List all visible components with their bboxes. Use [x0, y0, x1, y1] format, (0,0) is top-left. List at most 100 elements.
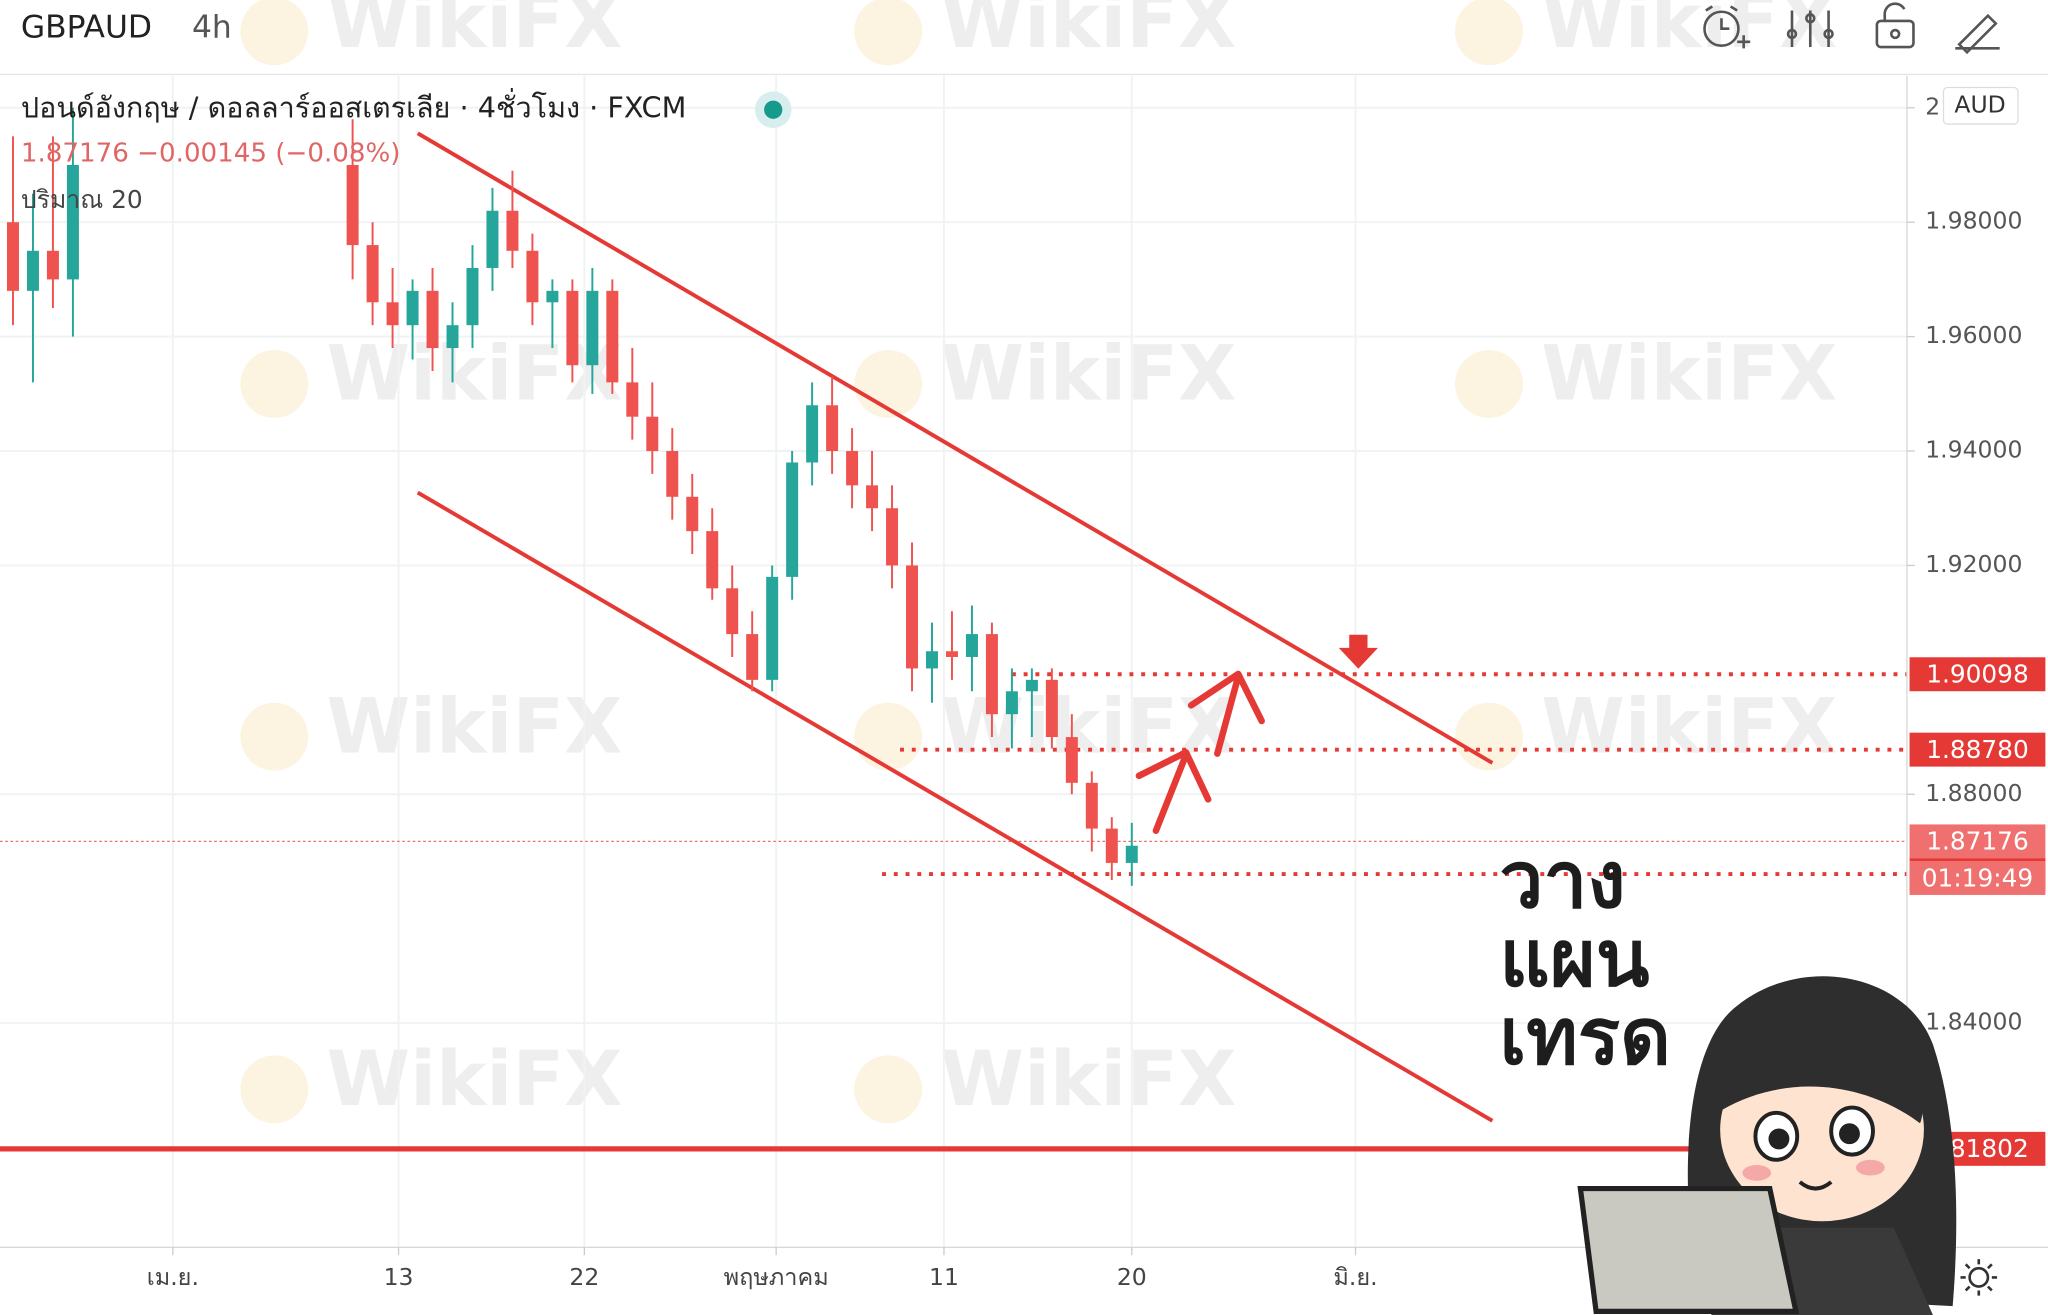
candle-body	[1085, 782, 1098, 829]
watermark-logo	[240, 702, 309, 771]
price-label-box	[1909, 824, 2046, 859]
candle-body	[1125, 845, 1138, 863]
watermark-logo	[854, 702, 923, 771]
candle-body	[965, 634, 978, 657]
candle-body	[46, 250, 59, 280]
price-label: 1.87176	[1926, 827, 2029, 856]
x-tick-label: 11	[929, 1263, 959, 1291]
candle-body	[426, 290, 439, 349]
symbol[interactable]: GBPAUD	[21, 10, 152, 46]
y-tick-label: 1.88000	[1925, 779, 2022, 807]
watermark: WikiFX	[1541, 330, 1837, 418]
watermark-logo	[854, 0, 923, 66]
candle-body	[1005, 691, 1018, 715]
price-label-box	[1909, 732, 2046, 767]
y-tick-label: 2	[1925, 92, 1940, 120]
y-tick-label: 1.98000	[1925, 207, 2022, 235]
annotation: เทรด	[1499, 992, 1670, 1083]
candle-body	[586, 290, 599, 366]
candle-body	[945, 651, 958, 657]
y-tick-label: 1.84000	[1925, 1008, 2022, 1036]
hand-arrows	[1135, 670, 1265, 834]
trendline	[416, 131, 1494, 765]
watermark: WikiFX	[940, 1035, 1236, 1123]
candle-body	[766, 576, 779, 680]
watermark: WikiFX	[327, 682, 623, 770]
settings-icon[interactable]	[1786, 10, 1834, 48]
candle-body	[446, 325, 459, 349]
candle-body	[826, 405, 839, 452]
candle-body	[406, 290, 419, 326]
price-label: 1.88780	[1926, 735, 2029, 764]
interval[interactable]: 4h	[192, 10, 232, 46]
watermarks: WikiFX WikiFX WikiFX WikiFX WikiFX WikiFX Wiki…	[240, 0, 1837, 1124]
arrow-up	[1135, 749, 1212, 834]
watermark-logo	[1455, 350, 1523, 418]
alert-arrow	[1338, 634, 1378, 669]
x-tick-label: 20	[1117, 1263, 1147, 1291]
candle-body	[806, 405, 819, 463]
candle-body	[1105, 828, 1118, 863]
candle-body	[546, 290, 559, 303]
volume-label: ปริมาณ 20	[21, 185, 143, 214]
x-tick-label: 22	[569, 1263, 599, 1291]
watermark: WikiFX	[940, 682, 1236, 770]
candle-body	[466, 267, 479, 326]
candle-body	[1045, 679, 1058, 738]
toolbar-icons	[1703, 2, 2000, 55]
price-label-box	[1909, 657, 2046, 692]
candle-body	[846, 451, 859, 486]
watermark: WikiFX	[940, 0, 1236, 65]
candle-body	[1025, 679, 1038, 692]
watermark: WikiFX	[940, 330, 1236, 418]
watermark-logo	[854, 1055, 923, 1124]
candle-body	[486, 210, 499, 268]
watermark-logo	[240, 1055, 309, 1124]
candle-body	[906, 565, 919, 669]
watermark: WikiFX	[327, 0, 623, 65]
plot	[0, 107, 1907, 1152]
x-tick-label: เม.ย.	[147, 1263, 199, 1291]
watermark-logo	[1455, 702, 1523, 771]
countdown: 01:19:49	[1922, 863, 2033, 892]
candle-body	[526, 250, 539, 303]
y-tick-label: 1.96000	[1925, 321, 2022, 349]
candle-body	[746, 634, 759, 680]
y-tick-label: 1.94000	[1925, 436, 2022, 464]
candle-body	[985, 634, 998, 715]
y-tick-label: 1.92000	[1925, 550, 2022, 578]
candle-body	[686, 496, 699, 532]
watermark: WikiFX	[327, 1035, 623, 1123]
countdown-box	[1909, 860, 2046, 895]
character	[1577, 976, 1957, 1315]
candle-body	[386, 302, 399, 326]
candle-body	[6, 222, 19, 291]
candle-body	[726, 588, 739, 635]
watermark-logo	[240, 0, 309, 66]
trendline	[416, 490, 1494, 1123]
quote: 1.87176 −0.00145 (−0.08%)	[21, 139, 401, 169]
lock-icon[interactable]	[1875, 2, 1915, 49]
x-tick-label: 13	[384, 1263, 414, 1291]
candle-body	[26, 250, 39, 291]
candle-body	[646, 416, 659, 452]
theme-icon[interactable]	[1960, 1259, 1998, 1296]
draw-icon[interactable]	[1955, 13, 2000, 55]
candle-body	[866, 485, 879, 509]
candle-body	[566, 290, 579, 366]
price-label: 1.90098	[1926, 660, 2029, 689]
candle-body	[366, 245, 379, 303]
currency-box	[1942, 86, 2019, 125]
alert-icon[interactable]	[1703, 5, 1751, 49]
watermark-logo	[1455, 0, 1523, 66]
status-dot	[764, 100, 783, 119]
candle-body	[666, 451, 679, 497]
arrow-up	[1187, 670, 1265, 757]
candle-body	[66, 164, 79, 280]
annotation: วาง	[1499, 835, 1625, 926]
candle-body	[925, 651, 938, 669]
candle-body	[1065, 737, 1078, 783]
watermark-logo	[240, 350, 309, 418]
candle-body	[706, 531, 719, 589]
